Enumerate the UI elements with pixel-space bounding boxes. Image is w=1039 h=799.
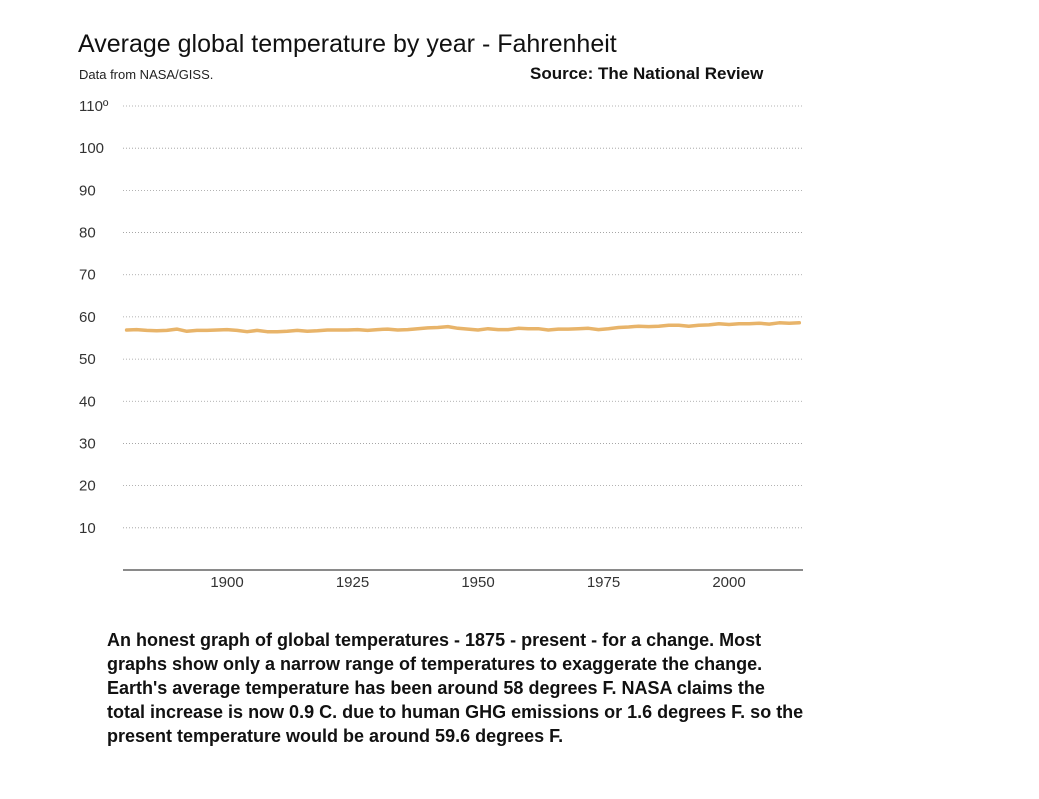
caption-line: An honest graph of global temperatures -… [107,630,762,650]
gridlines [123,105,803,529]
y-tick-label: 110º [79,98,109,115]
y-tick-label: 60 [79,309,96,326]
y-tick-label: 50 [79,351,96,368]
y-axis-tick-labels: 10 20 30 40 50 60 70 80 90 100 110º [79,98,109,537]
caption-line: present temperature would be around 59.6… [107,726,564,746]
x-tick-label: 1950 [461,574,494,591]
chart-source: Source: The National Review [530,64,764,83]
y-tick-label: 20 [79,478,96,495]
x-tick-label: 1900 [210,574,243,591]
x-tick-label: 2000 [712,574,745,591]
series-layer [124,321,802,334]
y-tick-label: 80 [79,225,96,242]
chart-subtitle: Data from NASA/GISS. [79,67,214,82]
caption-text: An honest graph of global temperatures -… [107,628,907,748]
y-tick-label: 90 [79,182,96,199]
caption-line: Earth's average temperature has been aro… [107,678,765,698]
y-tick-label: 10 [79,520,96,537]
x-tick-label: 1975 [587,574,620,591]
chart-title: Average global temperature by year - Fah… [78,30,617,58]
x-tick-label: 1925 [336,574,369,591]
y-tick-label: 100 [79,140,104,157]
y-tick-label: 40 [79,393,96,410]
y-tick-label: 70 [79,267,96,284]
y-tick-label: 30 [79,435,96,452]
x-axis-tick-labels: 1900 1925 1950 1975 2000 [210,574,745,591]
caption-line: total increase is now 0.9 C. due to huma… [107,702,804,722]
caption-line: graphs show only a narrow range of tempe… [107,654,763,674]
temperature-series-line [124,321,802,334]
